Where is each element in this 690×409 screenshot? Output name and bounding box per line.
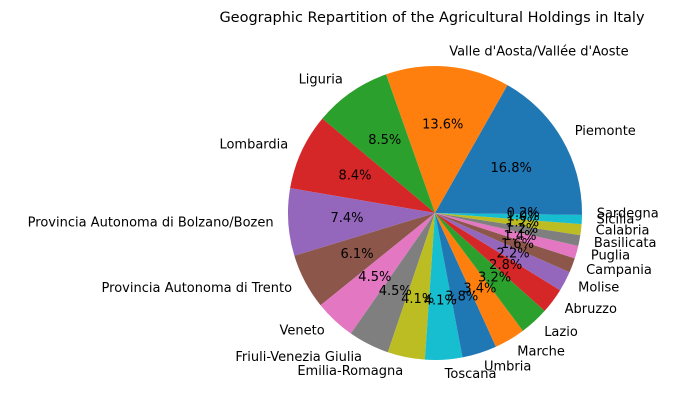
- pie-slice-molise: [435, 213, 570, 291]
- slice-labels: Piemonte Valle d'Aosta/Vallée d'Aoste Ligu…: [28, 44, 659, 381]
- pie-slices: [288, 66, 582, 361]
- slice-percent-abruzzo: 2.8%: [489, 258, 522, 273]
- slice-percent-lombardia: 8.4%: [338, 168, 371, 183]
- slice-label-abruzzo: Abruzzo: [565, 302, 617, 317]
- slice-percent-emilia-romagna: 4.1%: [401, 292, 434, 307]
- slice-percent-liguria: 8.5%: [368, 133, 401, 148]
- slice-label-sardegna: Sardegna: [597, 207, 659, 222]
- slice-label-umbria: Umbria: [484, 360, 531, 375]
- pie-slice-sardegna: [435, 213, 582, 215]
- slice-percent-piemonte: 16.8%: [491, 161, 532, 176]
- pie-slice-lazio: [435, 213, 545, 331]
- pie-slice-lombardia: [290, 118, 435, 213]
- slice-percent-valle-d-aosta-vall-e-d-aoste: 13.6%: [422, 118, 463, 133]
- slice-label-valle-d-aosta-vall-e-d-aoste: Valle d'Aosta/Vallée d'Aoste: [449, 44, 628, 59]
- slice-label-calabria: Calabria: [596, 224, 650, 239]
- slice-percent-lazio: 3.2%: [478, 271, 511, 286]
- slice-percent-umbria: 3.8%: [445, 290, 478, 305]
- slice-percent-veneto: 4.5%: [358, 270, 391, 285]
- pie-slice-basilicata: [435, 213, 581, 246]
- slice-label-puglia: Puglia: [591, 249, 630, 264]
- slice-label-lombardia: Lombardia: [219, 138, 288, 153]
- slice-percent-calabria: 1.2%: [506, 215, 539, 230]
- slice-label-provincia-autonoma-di-bolzano-bozen: Provincia Autonoma di Bolzano/Bozen: [28, 216, 274, 231]
- slice-label-lazio: Lazio: [544, 325, 578, 340]
- slice-percent-provincia-autonoma-di-bolzano-bozen: 7.4%: [330, 211, 363, 226]
- pie-slice-marche: [435, 213, 523, 347]
- slice-label-friuli-venezia-giulia: Friuli-Venezia Giulia: [235, 350, 362, 365]
- pie-slice-sicilia: [435, 213, 582, 225]
- slice-percent-basilicata: 1.2%: [505, 222, 538, 237]
- slice-label-piemonte: Piemonte: [575, 124, 636, 139]
- pie-slice-toscana: [424, 213, 463, 361]
- slice-percent-sicilia: 1.0%: [507, 209, 540, 224]
- slice-percent-provincia-autonoma-di-trento: 6.1%: [341, 247, 374, 262]
- slice-percent-molise: 2.2%: [497, 247, 530, 262]
- slice-label-campania: Campania: [586, 263, 652, 278]
- pie-slice-abruzzo: [435, 213, 561, 311]
- slice-percent-friuli-venezia-giulia: 4.5%: [379, 284, 412, 299]
- slice-label-provincia-autonoma-di-trento: Provincia Autonoma di Trento: [102, 281, 293, 296]
- pie-slice-umbria: [435, 213, 496, 358]
- slice-percent-marche: 3.4%: [463, 281, 496, 296]
- slice-percent-toscana: 4.1%: [424, 294, 457, 309]
- pie-slice-puglia: [435, 213, 579, 259]
- slice-percent-campania: 1.6%: [501, 237, 534, 252]
- slice-label-molise: Molise: [578, 281, 619, 296]
- pie-slice-liguria: [322, 74, 435, 213]
- pie-slice-provincia-autonoma-di-trento: [294, 213, 435, 306]
- pie-slice-valle-d-aosta-vall-e-d-aoste: [386, 66, 508, 214]
- slice-percent-labels: 16.8%13.6%8.5%8.4%7.4%6.1%4.5%4.5%4.1%4.…: [330, 118, 539, 309]
- slice-label-toscana: Toscana: [444, 367, 497, 382]
- pie-slice-provincia-autonoma-di-bolzano-bozen: [288, 188, 435, 256]
- pie-slice-veneto: [320, 213, 435, 334]
- slice-label-basilicata: Basilicata: [594, 236, 657, 251]
- slice-percent-sardegna: 0.2%: [507, 206, 540, 221]
- slice-label-liguria: Liguria: [299, 73, 343, 88]
- pie-slice-piemonte: [435, 85, 582, 213]
- slice-label-veneto: Veneto: [280, 324, 325, 339]
- slice-label-marche: Marche: [517, 345, 565, 360]
- slice-label-sicilia: Sicilia: [597, 213, 635, 228]
- slice-percent-puglia: 1.4%: [503, 229, 536, 244]
- pie-slice-friuli-venezia-giulia: [350, 213, 435, 353]
- pie-slice-calabria: [435, 213, 582, 236]
- chart-title: Geographic Repartition of the Agricultur…: [219, 10, 645, 26]
- pie-slice-emilia-romagna: [387, 213, 435, 360]
- slice-label-emilia-romagna: Emilia-Romagna: [297, 364, 403, 379]
- pie-slice-campania: [435, 213, 575, 273]
